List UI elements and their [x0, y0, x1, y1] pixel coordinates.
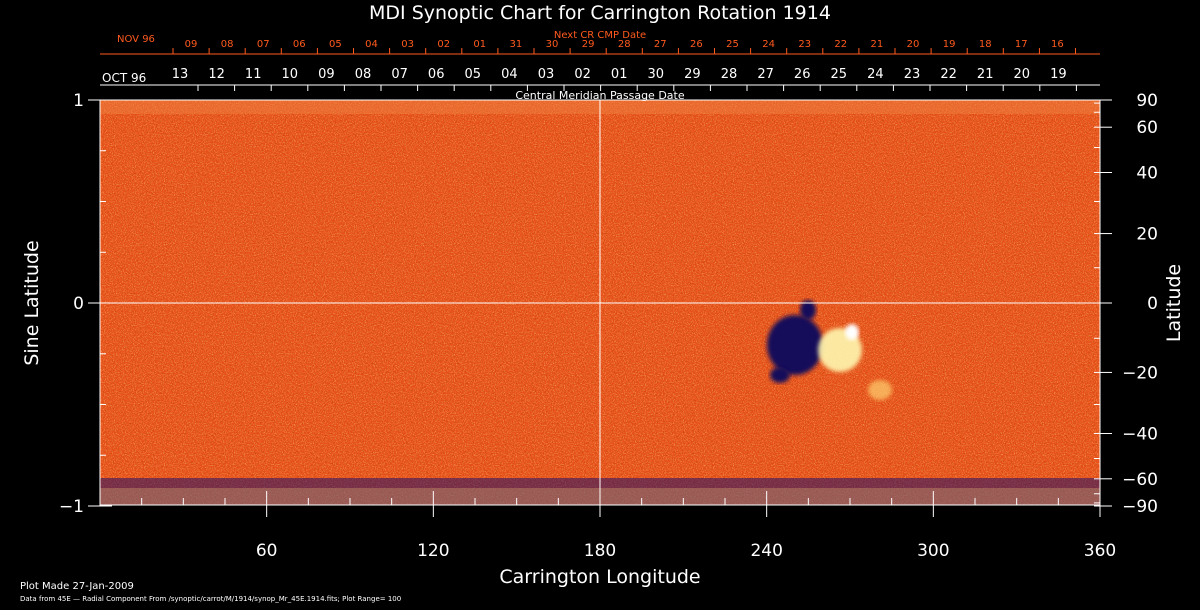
mid-axis-label: 07	[391, 67, 408, 82]
top-axis-label: 01	[473, 39, 486, 50]
top-axis-label: 17	[1015, 39, 1028, 50]
top-axis-start-label: NOV 96	[117, 34, 155, 45]
x-tick-label: 60	[256, 541, 278, 561]
top-axis-label: 28	[618, 39, 631, 50]
mid-axis-label: 26	[794, 67, 811, 82]
y-left-tick-label: −1	[59, 497, 84, 517]
mid-axis-title: Central Meridian Passage Date	[515, 89, 684, 102]
mid-axis-label: 04	[501, 67, 518, 82]
mid-axis-label: 10	[282, 67, 299, 82]
mid-axis-label: 08	[355, 67, 372, 82]
y-right-tick-label: 60	[1136, 118, 1158, 138]
y-right-tick-label: 90	[1136, 91, 1158, 111]
mid-axis-label: 23	[904, 67, 921, 82]
y-right-tick-label: −60	[1122, 470, 1158, 490]
top-axis-label: 18	[979, 39, 992, 50]
mid-axis-label: 29	[684, 67, 701, 82]
top-axis-label: 22	[834, 39, 847, 50]
top-axis-label: 24	[762, 39, 775, 50]
y-right-tick-label: 0	[1147, 294, 1158, 314]
data-source-footer: Data from 45E — Radial Component From /s…	[20, 595, 401, 603]
top-axis-label: 25	[726, 39, 739, 50]
top-axis-label: 23	[798, 39, 811, 50]
top-axis-label: 02	[437, 39, 450, 50]
y-left-tick-label: 0	[73, 294, 84, 314]
top-axis-label: 04	[365, 39, 378, 50]
x-tick-label: 360	[1084, 541, 1116, 561]
top-axis-label: 30	[546, 39, 559, 50]
x-tick-label: 240	[750, 541, 782, 561]
x-axis-label: Carrington Longitude	[499, 566, 700, 588]
mid-axis-label: 09	[318, 67, 335, 82]
x-tick-label: 180	[584, 541, 616, 561]
y-right-tick-label: 40	[1136, 164, 1158, 184]
y-right-tick-label: −40	[1122, 424, 1158, 444]
top-axis-label: 16	[1051, 39, 1064, 50]
top-axis-label: 29	[582, 39, 595, 50]
y-right-tick-label: −90	[1122, 497, 1158, 517]
top-axis-label: 20	[907, 39, 920, 50]
top-axis-label: 09	[185, 39, 198, 50]
top-axis-title: Next CR CMP Date	[554, 30, 646, 41]
mid-axis-label: 11	[245, 67, 262, 82]
mid-axis-label: 12	[208, 67, 225, 82]
mid-axis-label: 25	[831, 67, 848, 82]
mid-axis-label: 19	[1050, 67, 1067, 82]
top-axis-label: 08	[221, 39, 234, 50]
y-right-tick-label: −20	[1122, 363, 1158, 383]
mid-axis-label: 24	[867, 67, 884, 82]
mid-axis-label: 03	[538, 67, 555, 82]
mid-axis-label: 22	[940, 67, 957, 82]
y-left-tick-label: 1	[73, 91, 84, 111]
mid-axis-label: 27	[757, 67, 774, 82]
mid-axis-label: 28	[721, 67, 738, 82]
mid-axis-label: 30	[648, 67, 665, 82]
top-axis-label: 21	[871, 39, 884, 50]
mid-axis-label: 05	[465, 67, 482, 82]
mid-axis-label: 20	[1014, 67, 1031, 82]
chart-title: MDI Synoptic Chart for Carrington Rotati…	[369, 2, 831, 24]
x-tick-label: 300	[917, 541, 949, 561]
active-region	[767, 300, 892, 400]
x-axis: 60 120 180 240 300 360	[141, 491, 1116, 561]
mid-axis-label: 01	[611, 67, 628, 82]
next-cr-cmp-axis: NOV 96 09 08 07 06 05 04 03 02 01 31 30 29 28 27 26 25 24…	[100, 34, 1100, 55]
y-axis-label-right: Latitude	[1163, 264, 1185, 342]
mid-axis-label: 21	[977, 67, 994, 82]
top-axis-label: 19	[943, 39, 956, 50]
y-axis-label-left: Sine Latitude	[21, 240, 43, 365]
mid-axis-start-label: OCT 96	[102, 71, 146, 85]
top-axis-label: 06	[293, 39, 306, 50]
y-axis-right: 90 60 40 20 0 −20 −40 −60 −90	[1094, 91, 1158, 517]
plot-made-note: Plot Made 27-Jan-2009	[20, 581, 134, 592]
y-axis-left: 1 0 −1	[59, 91, 112, 517]
mid-axis-label: 13	[172, 67, 189, 82]
top-axis-label: 07	[257, 39, 270, 50]
top-axis-label: 26	[690, 39, 703, 50]
top-axis-label: 05	[329, 39, 342, 50]
top-axis-label: 03	[401, 39, 414, 50]
mid-axis-label: 06	[428, 67, 445, 82]
top-axis-label: 31	[510, 39, 523, 50]
mid-axis-label: 02	[574, 67, 591, 82]
y-right-tick-label: 20	[1136, 225, 1158, 245]
x-tick-label: 120	[417, 541, 449, 561]
top-axis-label: 27	[654, 39, 667, 50]
cmp-date-axis: OCT 96 13 12 11 10 09 08 07 06 05 04 03 02 01 30 29 28 27…	[100, 67, 1100, 91]
